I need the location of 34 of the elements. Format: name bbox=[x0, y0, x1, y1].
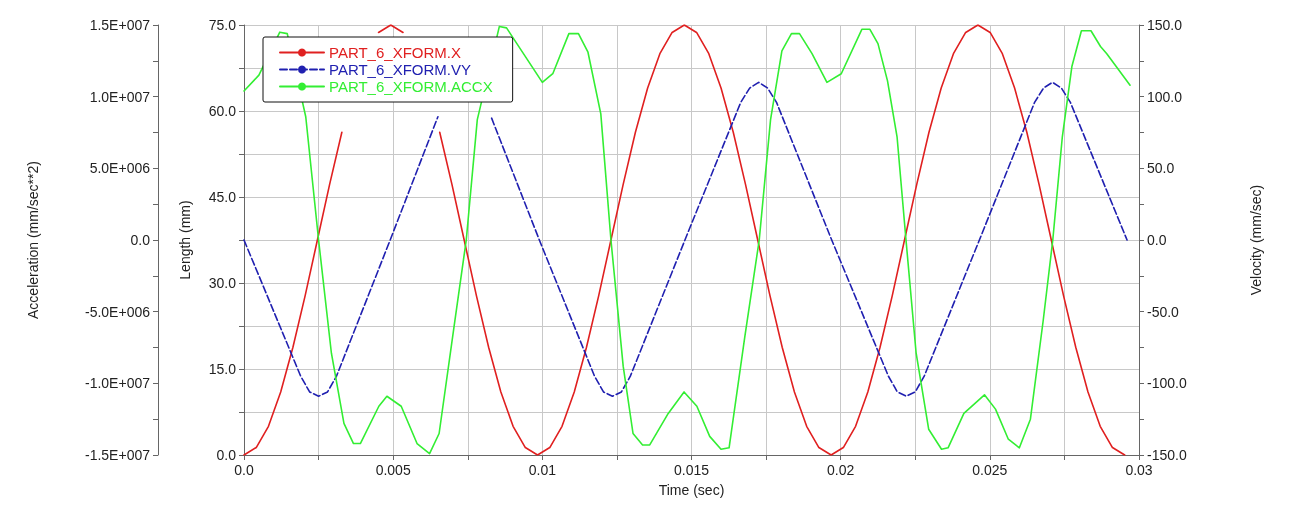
x-tick-label: 0.025 bbox=[972, 462, 1008, 478]
y2-axis-title: Velocity (mm/sec) bbox=[1248, 184, 1264, 296]
y2-tick-label: -50.0 bbox=[1147, 303, 1180, 320]
y-tick-label: 30.0 bbox=[208, 275, 237, 291]
x-tick-label: 0.005 bbox=[375, 462, 411, 478]
y3-tick-label: 1.5E+007 bbox=[89, 17, 151, 33]
y-tick-label: 0.0 bbox=[216, 447, 237, 463]
x-axis-title: Time (sec) bbox=[658, 482, 725, 498]
y-tick-label: 75.0 bbox=[208, 17, 237, 33]
y3-axis-title: Acceleration (mm/sec**2) bbox=[25, 161, 41, 319]
y-tick-label: 45.0 bbox=[208, 189, 237, 205]
y-tick-label: 60.0 bbox=[208, 103, 237, 119]
y-tick-label: 15.0 bbox=[208, 361, 237, 377]
y3-tick-label: -1.0E+007 bbox=[85, 375, 151, 392]
y3-tick-label: -1.5E+007 bbox=[85, 447, 151, 463]
x-tick-label: 0.015 bbox=[673, 462, 710, 478]
legend-label: PART_6_XFORM.VY bbox=[329, 61, 471, 78]
y2-tick-label: 100.0 bbox=[1147, 88, 1183, 105]
legend-label: PART_6_XFORM.ACCX bbox=[329, 78, 493, 95]
y2-tick-label: -150.0 bbox=[1147, 447, 1187, 463]
y2-tick-label: -100.0 bbox=[1147, 375, 1187, 392]
y2-tick-label: 0.0 bbox=[1147, 232, 1167, 248]
y-axis-title: Length (mm) bbox=[177, 200, 193, 280]
y3-tick-label: 1.0E+007 bbox=[89, 88, 151, 105]
y3-tick-label: 0.0 bbox=[130, 232, 151, 248]
x-tick-label: 0.03 bbox=[1125, 462, 1153, 478]
x-tick-label: 0.02 bbox=[827, 462, 855, 478]
y2-tick-label: 50.0 bbox=[1147, 160, 1175, 177]
x-tick-label: 0.01 bbox=[528, 462, 557, 478]
y3-tick-label: 5.0E+006 bbox=[89, 160, 151, 177]
legend-label: PART_6_XFORM.X bbox=[329, 44, 461, 61]
y3-tick-label: -5.0E+006 bbox=[85, 303, 151, 320]
y2-tick-label: 150.0 bbox=[1147, 17, 1183, 33]
x-tick-label: 0.0 bbox=[234, 462, 254, 478]
